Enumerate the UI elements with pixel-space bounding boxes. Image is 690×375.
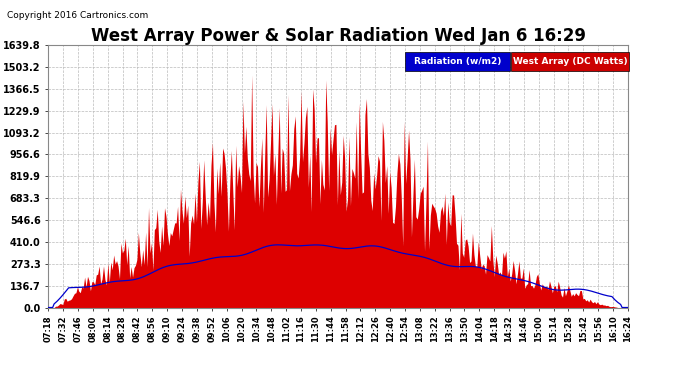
FancyBboxPatch shape <box>511 52 629 71</box>
Text: Radiation (w/m2): Radiation (w/m2) <box>413 57 501 66</box>
Title: West Array Power & Solar Radiation Wed Jan 6 16:29: West Array Power & Solar Radiation Wed J… <box>90 27 586 45</box>
FancyBboxPatch shape <box>405 52 510 71</box>
Text: West Array (DC Watts): West Array (DC Watts) <box>513 57 627 66</box>
Text: Copyright 2016 Cartronics.com: Copyright 2016 Cartronics.com <box>7 11 148 20</box>
